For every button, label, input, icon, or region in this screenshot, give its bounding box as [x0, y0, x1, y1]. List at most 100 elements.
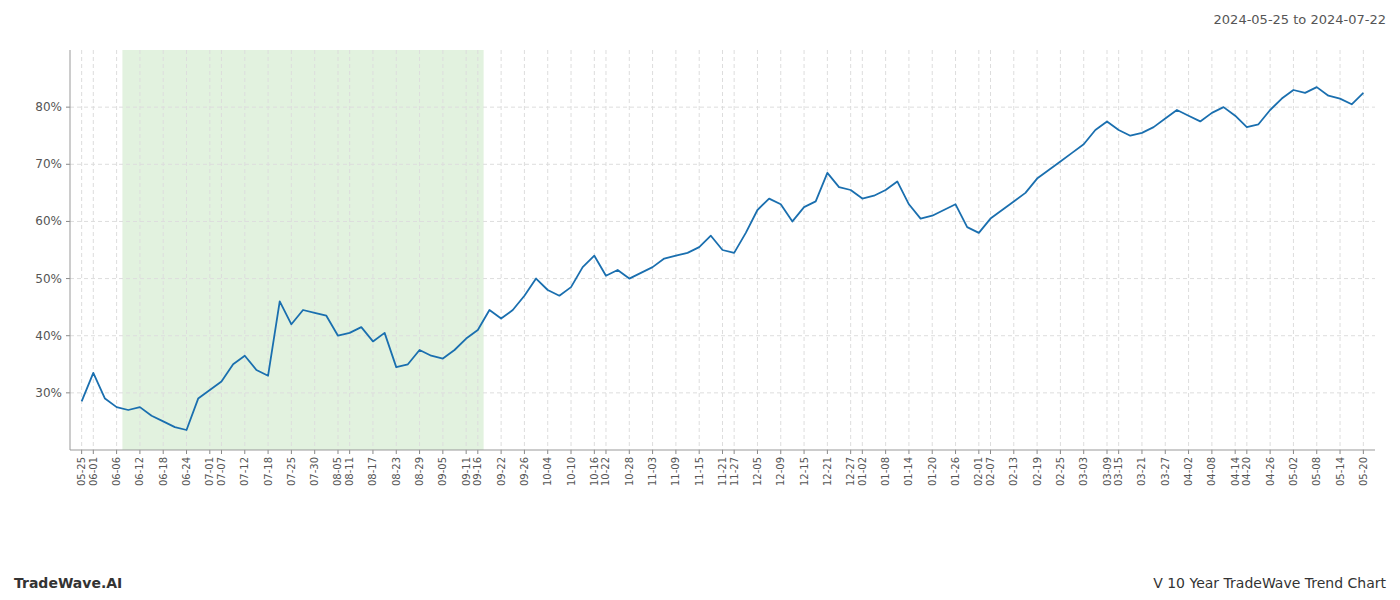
grid-line-x	[629, 50, 630, 450]
x-tick	[314, 450, 315, 454]
x-tick	[932, 450, 933, 454]
x-tick-label: 09-22	[496, 457, 507, 486]
x-tick	[268, 450, 269, 454]
grid-line-x	[442, 50, 443, 450]
grid-line-x	[1211, 50, 1212, 450]
grid-line-x	[163, 50, 164, 450]
x-tick	[780, 450, 781, 454]
grid-line-x	[652, 50, 653, 450]
y-tick-label: 40%	[35, 329, 62, 343]
grid-line-x	[571, 50, 572, 450]
x-tick-label: 07-25	[286, 457, 297, 486]
grid-line-x	[1316, 50, 1317, 450]
x-tick-label: 02-25	[1055, 457, 1066, 486]
x-tick-label: 06-24	[181, 457, 192, 486]
grid-line-x	[221, 50, 222, 450]
x-tick	[1363, 450, 1364, 454]
y-tick-label: 80%	[35, 100, 62, 114]
y-tick-label: 70%	[35, 157, 62, 171]
x-tick-label: 12-27	[845, 457, 856, 486]
grid-line-x	[337, 50, 338, 450]
x-tick-label: 05-20	[1358, 457, 1369, 486]
chart-svg: 30%40%50%60%70%80%05-2506-0106-0606-1206…	[0, 0, 1400, 600]
grid-line-x	[524, 50, 525, 450]
x-tick	[547, 450, 548, 454]
grid-line-x	[1118, 50, 1119, 450]
x-tick-label: 10-04	[542, 457, 553, 486]
x-tick-label: 04-26	[1265, 457, 1276, 486]
x-tick-label: 01-08	[880, 457, 891, 486]
x-tick	[734, 450, 735, 454]
grid-line-x	[477, 50, 478, 450]
x-tick-label: 03-27	[1160, 457, 1171, 486]
x-tick	[1013, 450, 1014, 454]
x-tick-label: 01-20	[927, 457, 938, 486]
x-tick	[1316, 450, 1317, 454]
x-tick-label: 10-28	[624, 457, 635, 486]
x-tick	[1083, 450, 1084, 454]
x-tick	[209, 450, 210, 454]
x-tick-label: 11-09	[670, 457, 681, 486]
y-axis-line	[70, 50, 71, 450]
axes: 30%40%50%60%70%80%05-2506-0106-0606-1206…	[35, 50, 1375, 486]
x-tick-label: 12-15	[799, 457, 810, 486]
x-tick-label: 08-29	[414, 457, 425, 486]
x-tick-label: 07-30	[309, 457, 320, 486]
x-tick	[291, 450, 292, 454]
grid-line-x	[780, 50, 781, 450]
grid-line-x	[1107, 50, 1108, 450]
x-tick-label: 04-20	[1241, 457, 1252, 486]
x-tick-label: 07-07	[216, 457, 227, 486]
grid-line-x	[1141, 50, 1142, 450]
x-tick-label: 04-14	[1230, 457, 1241, 486]
grid-line-x	[291, 50, 292, 450]
grid-line-x	[675, 50, 676, 450]
x-tick	[1235, 450, 1236, 454]
x-tick-label: 09-05	[437, 457, 448, 486]
x-tick-label: 02-07	[985, 457, 996, 486]
x-tick-label: 04-02	[1183, 457, 1194, 486]
grid-line-x	[1165, 50, 1166, 450]
x-tick	[1107, 450, 1108, 454]
y-tick-label: 50%	[35, 272, 62, 286]
x-tick-label: 05-14	[1335, 457, 1346, 486]
x-tick-label: 11-27	[729, 457, 740, 486]
x-tick	[1060, 450, 1061, 454]
x-tick	[1293, 450, 1294, 454]
grid-line-x	[244, 50, 245, 450]
grid-line-x	[885, 50, 886, 450]
x-tick	[605, 450, 606, 454]
plot-area	[82, 87, 1364, 430]
x-tick-label: 03-15	[1113, 457, 1124, 486]
x-tick	[81, 450, 82, 454]
x-tick	[629, 450, 630, 454]
x-tick-label: 06-12	[134, 457, 145, 486]
x-tick	[652, 450, 653, 454]
x-tick	[372, 450, 373, 454]
grid-line-x	[955, 50, 956, 450]
footer-left: TradeWave.AI	[14, 575, 122, 591]
grid-line-x	[978, 50, 979, 450]
x-tick-label: 09-11	[461, 457, 472, 486]
grid-line-x	[862, 50, 863, 450]
x-tick	[675, 450, 676, 454]
x-tick-label: 01-14	[903, 457, 914, 486]
y-tick	[66, 392, 70, 393]
x-tick-label: 05-02	[1288, 457, 1299, 486]
y-tick	[66, 164, 70, 165]
x-tick-label: 09-16	[472, 457, 483, 486]
grid-line-x	[372, 50, 373, 450]
x-tick-label: 07-01	[204, 457, 215, 486]
x-tick	[93, 450, 94, 454]
x-tick	[594, 450, 595, 454]
title: 2024-05-25 to 2024-07-22	[1214, 12, 1386, 27]
x-tick	[1118, 450, 1119, 454]
x-tick	[862, 450, 863, 454]
x-tick	[139, 450, 140, 454]
y-tick-label: 60%	[35, 214, 62, 228]
x-tick	[1165, 450, 1166, 454]
x-tick-label: 03-21	[1136, 457, 1147, 486]
x-tick	[396, 450, 397, 454]
grid-line-x	[1340, 50, 1341, 450]
x-tick-label: 02-13	[1008, 457, 1019, 486]
